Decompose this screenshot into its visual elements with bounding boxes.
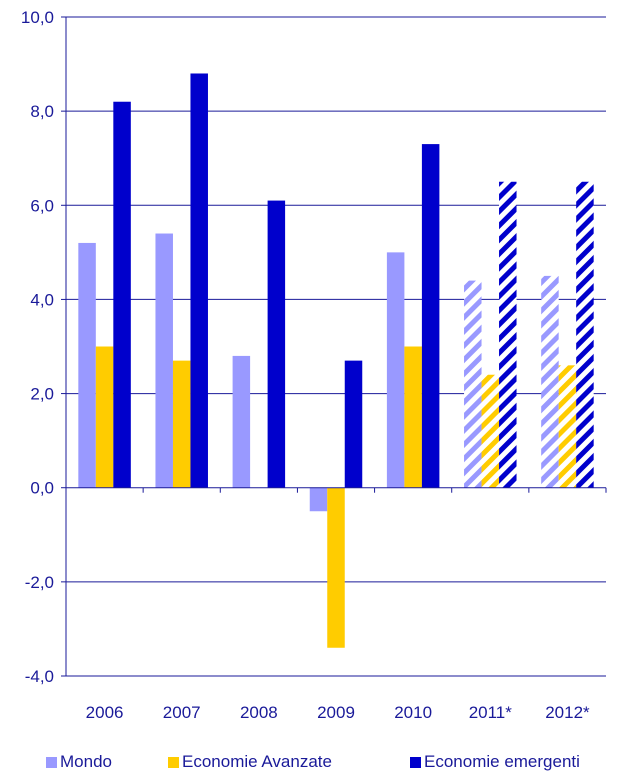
bar-economie-emergenti-2012 (576, 181, 594, 488)
legend-item-economie-emergenti: Economie emergenti (410, 752, 580, 772)
y-tick-label: 0,0 (30, 479, 54, 498)
bar-economie-emergenti-2009 (344, 360, 363, 488)
bar-mondo-2010 (386, 252, 405, 488)
y-tick-label: -2,0 (25, 573, 54, 592)
x-tick-label: 2008 (240, 703, 278, 722)
legend-item-economie-avanzate: Economie Avanzate (168, 752, 332, 772)
bar-mondo-2008 (232, 355, 251, 488)
x-axis-labels: 2006 2007 2008 2009 2010 2011* 2012* (86, 703, 590, 722)
y-tick-label: 8,0 (30, 102, 54, 121)
bar-mondo-2012 (541, 275, 559, 488)
y-axis-labels: -4,0 -2,0 0,0 2,0 4,0 6,0 8,0 10,0 (21, 8, 54, 686)
legend-label-mondo: Mondo (60, 752, 112, 771)
x-tick-label: 2006 (86, 703, 124, 722)
bar-mondo-2011 (464, 280, 482, 488)
legend-item-mondo: Mondo (46, 752, 112, 772)
x-tick-label: 2007 (163, 703, 201, 722)
x-tick-label: 2012* (545, 703, 590, 722)
legend-swatch-economie-avanzate (168, 756, 179, 768)
x-tick-label: 2011* (469, 703, 513, 722)
y-tick-label: 2,0 (30, 385, 54, 404)
legend: Mondo Economie Avanzate Economie emergen… (0, 752, 621, 774)
y-tick-label: 4,0 (30, 290, 54, 309)
legend-swatch-economie-emergenti (410, 756, 421, 768)
bar-economie-emergenti-2008 (267, 200, 286, 488)
bar-economie-avanzate-2007 (172, 360, 191, 488)
bar-economie-emergenti-2006 (113, 101, 131, 488)
bar-economie-emergenti-2010 (421, 144, 440, 488)
bar-mondo-2009 (309, 487, 328, 512)
bar-economie-avanzate-2009 (327, 487, 345, 648)
y-tick-label: 10,0 (21, 8, 54, 27)
y-tick-label: 6,0 (30, 196, 54, 215)
legend-label-economie-emergenti: Economie emergenti (424, 752, 580, 771)
bar-economie-emergenti-2011 (499, 181, 517, 488)
bar-mondo-2006 (78, 242, 96, 488)
legend-label-economie-avanzate: Economie Avanzate (182, 752, 332, 771)
bar-economie-avanzate-2006 (95, 346, 114, 488)
bar-economie-avanzate-2010 (404, 346, 422, 488)
bar-mondo-2007 (155, 233, 173, 488)
y-tick-label: -4,0 (25, 667, 54, 686)
bar-economie-avanzate-2011 (481, 374, 500, 488)
x-tick-label: 2010 (394, 703, 432, 722)
bars (78, 73, 594, 648)
bar-economie-avanzate-2012 (558, 365, 577, 488)
legend-swatch-mondo (46, 756, 57, 768)
axes (65, 17, 607, 676)
x-tick-label: 2009 (317, 703, 355, 722)
bar-economie-emergenti-2007 (190, 73, 208, 488)
